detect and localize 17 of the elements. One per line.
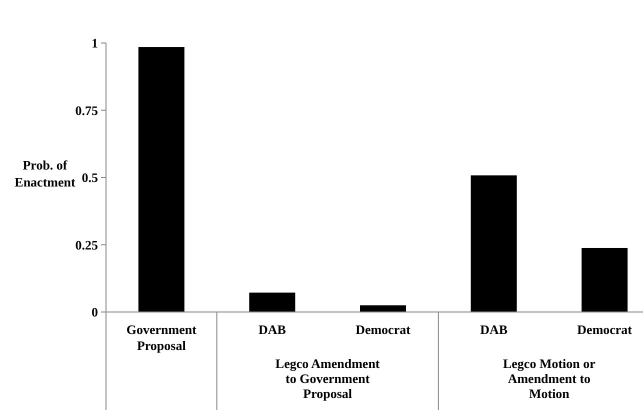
- y-tick-label: 0.75: [75, 102, 98, 118]
- bar: [138, 47, 184, 312]
- x-tick-label: DAB: [258, 322, 286, 337]
- y-axis-title: Prob. of Enactment: [14, 158, 76, 190]
- text: Legco Motion or Amendment to Motion: [502, 356, 596, 401]
- x-tick-label: DAB: [480, 322, 508, 337]
- x-tick-label: Government Proposal: [126, 322, 198, 353]
- x-tick-label: Democrat: [356, 322, 412, 337]
- text: Legco Amendment to Government Proposal: [275, 356, 380, 401]
- bar: [249, 292, 296, 312]
- y-tick-label: 1: [92, 36, 98, 51]
- y-tick-label: 0.5: [82, 170, 98, 186]
- bar: [582, 248, 628, 312]
- x-tick-label: Democrat: [577, 322, 633, 337]
- y-tick-label: 0.25: [75, 237, 98, 252]
- bar: [470, 175, 517, 312]
- y-tick-label: 0: [92, 304, 98, 320]
